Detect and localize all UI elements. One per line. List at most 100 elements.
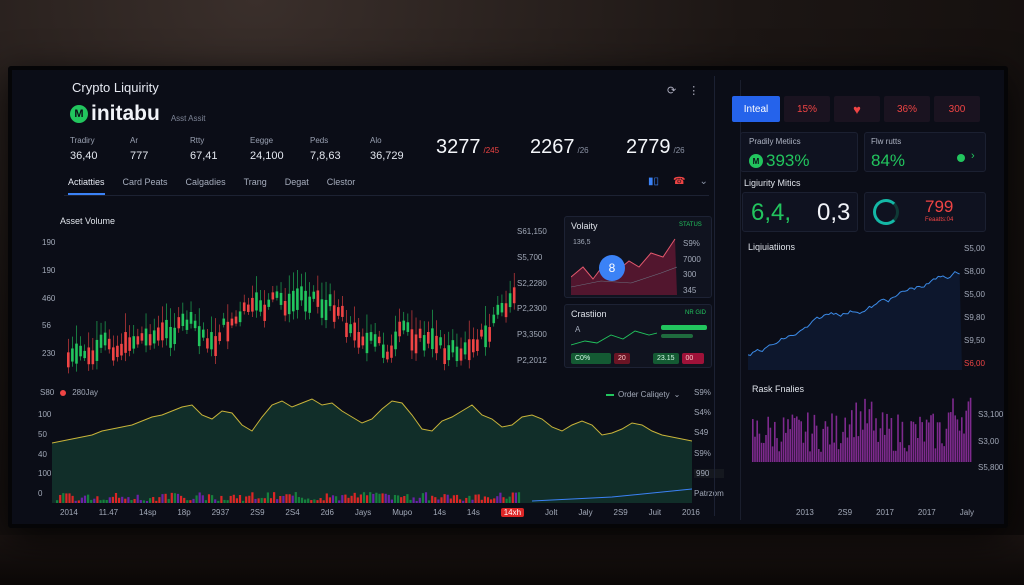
x-tick: 2014 xyxy=(60,508,78,517)
liquidity-metrics-label: Pradily Metiics xyxy=(749,137,801,146)
volume-bar xyxy=(344,494,347,503)
volume-bar xyxy=(251,492,254,503)
metric-card-b: 799 Feaatts:04 xyxy=(864,192,986,232)
candle-body xyxy=(263,304,266,321)
x-tick: 14xh xyxy=(500,508,525,517)
volume-bar xyxy=(118,497,121,503)
crastion-pill[interactable]: 20 xyxy=(614,353,630,364)
y-tick: S3,100 xyxy=(978,410,1004,419)
volume-bar xyxy=(145,500,149,503)
brand-logo-icon: M xyxy=(749,154,763,168)
tab-trang[interactable]: Trang xyxy=(243,177,267,187)
phone-icon[interactable]: ☎ xyxy=(673,176,686,187)
app-title: Crypto Liquirity xyxy=(72,80,159,95)
x-tick: 2S9 xyxy=(250,508,265,517)
inteal-button[interactable]: Inteal xyxy=(732,96,780,122)
order-area-fill xyxy=(52,399,692,503)
volume-bar xyxy=(80,497,83,503)
y-tick: S9,50 xyxy=(964,336,985,345)
x-tick: Jolt xyxy=(545,508,558,517)
candle-body xyxy=(283,301,287,316)
risk-bar xyxy=(859,411,862,462)
volume-bar xyxy=(56,500,59,503)
y-tick: S9% xyxy=(694,388,711,397)
risk-bar xyxy=(886,413,888,462)
volume-bar xyxy=(189,500,192,503)
risk-bar xyxy=(888,428,890,462)
volume-bar xyxy=(294,492,297,503)
liquidity-metrics-value-row: M 393% xyxy=(749,151,809,171)
signal-icon[interactable]: ▮▯ xyxy=(648,176,660,187)
candle-body xyxy=(255,292,258,311)
legend-value: S80 xyxy=(40,388,55,397)
candle-body xyxy=(349,324,352,334)
more-icon[interactable]: ⋮ xyxy=(688,85,700,97)
candle-body xyxy=(316,290,320,307)
volume-bar xyxy=(136,494,139,503)
volume-bar xyxy=(517,492,521,503)
candle-body xyxy=(165,319,168,339)
stat-label: Tradiry xyxy=(70,136,95,145)
volume-bar xyxy=(502,497,505,503)
volume-bar xyxy=(183,497,186,503)
risk-bar xyxy=(857,436,860,462)
order-area-chart xyxy=(52,398,692,503)
volatility-badge[interactable]: 8 xyxy=(599,255,625,281)
candle-body xyxy=(267,299,271,307)
tab-categories[interactable]: Calgadies xyxy=(185,177,226,187)
order-caliqety-dropdown[interactable]: Order Caliqety ⌄ xyxy=(606,390,680,399)
volume-bar xyxy=(378,493,381,503)
volume-bar xyxy=(108,497,111,503)
volume-bar xyxy=(362,492,366,503)
risk-bar xyxy=(897,414,899,462)
chevron-right-icon[interactable]: › xyxy=(971,150,975,162)
candle-body xyxy=(181,313,185,326)
candle-body xyxy=(296,288,299,310)
volume-bar xyxy=(390,499,393,503)
risk-bar xyxy=(778,451,780,462)
risk-bar xyxy=(796,416,798,462)
volume-bar xyxy=(319,498,322,503)
tab-activities[interactable]: Actiatties xyxy=(68,174,105,195)
volume-bar xyxy=(83,495,87,503)
volume-bar xyxy=(375,492,378,503)
candle-body xyxy=(353,322,356,341)
volume-bar xyxy=(217,500,220,503)
volatility-y-axis: S9% 7000 300 345 xyxy=(683,239,701,295)
risk-bar xyxy=(941,443,943,462)
candle-body xyxy=(382,344,385,358)
volume-bar xyxy=(496,496,499,503)
tab-card-peats[interactable]: Card Peats xyxy=(122,177,168,187)
stats-row: Tradiry 36,40 Ar 777 Rtty 67,41 Eegge 24… xyxy=(70,136,710,162)
candle-body xyxy=(161,322,164,341)
volume-bar xyxy=(480,499,483,503)
candle-body xyxy=(173,327,176,345)
value-300-button[interactable]: 300 xyxy=(934,96,980,122)
tab-clestor[interactable]: Clestor xyxy=(326,177,356,187)
pct-15-button[interactable]: 15% xyxy=(784,96,830,122)
refresh-icon[interactable]: ⟳ xyxy=(667,85,677,97)
x-tick: 18p xyxy=(177,508,191,517)
tab-degat[interactable]: Degat xyxy=(284,177,309,187)
heart-icon[interactable]: ♥ xyxy=(834,96,880,122)
crastion-pill[interactable]: 00 xyxy=(681,353,704,364)
risk-bar xyxy=(939,422,941,462)
candle-body xyxy=(226,321,230,342)
candle-body xyxy=(247,304,250,312)
volume-bar xyxy=(452,495,455,503)
chevron-down-icon[interactable]: ⌄ xyxy=(699,176,708,187)
candle-body xyxy=(71,348,74,362)
brand-logo-icon: M xyxy=(70,105,88,123)
x-tick: 2S4 xyxy=(285,508,300,517)
volume-bar xyxy=(235,498,238,503)
crastion-pill[interactable]: 23.15 xyxy=(653,353,679,364)
pct-36-button[interactable]: 36% xyxy=(884,96,930,122)
candle-body xyxy=(418,328,422,339)
volume-bar xyxy=(288,494,291,503)
risk-bar xyxy=(822,428,824,462)
crastion-pill[interactable]: C0% xyxy=(571,353,611,364)
brand-subtitle: Asst Assit xyxy=(170,113,206,123)
risk-bar xyxy=(807,412,809,462)
candle-body xyxy=(193,320,197,329)
candle-body xyxy=(439,337,442,346)
